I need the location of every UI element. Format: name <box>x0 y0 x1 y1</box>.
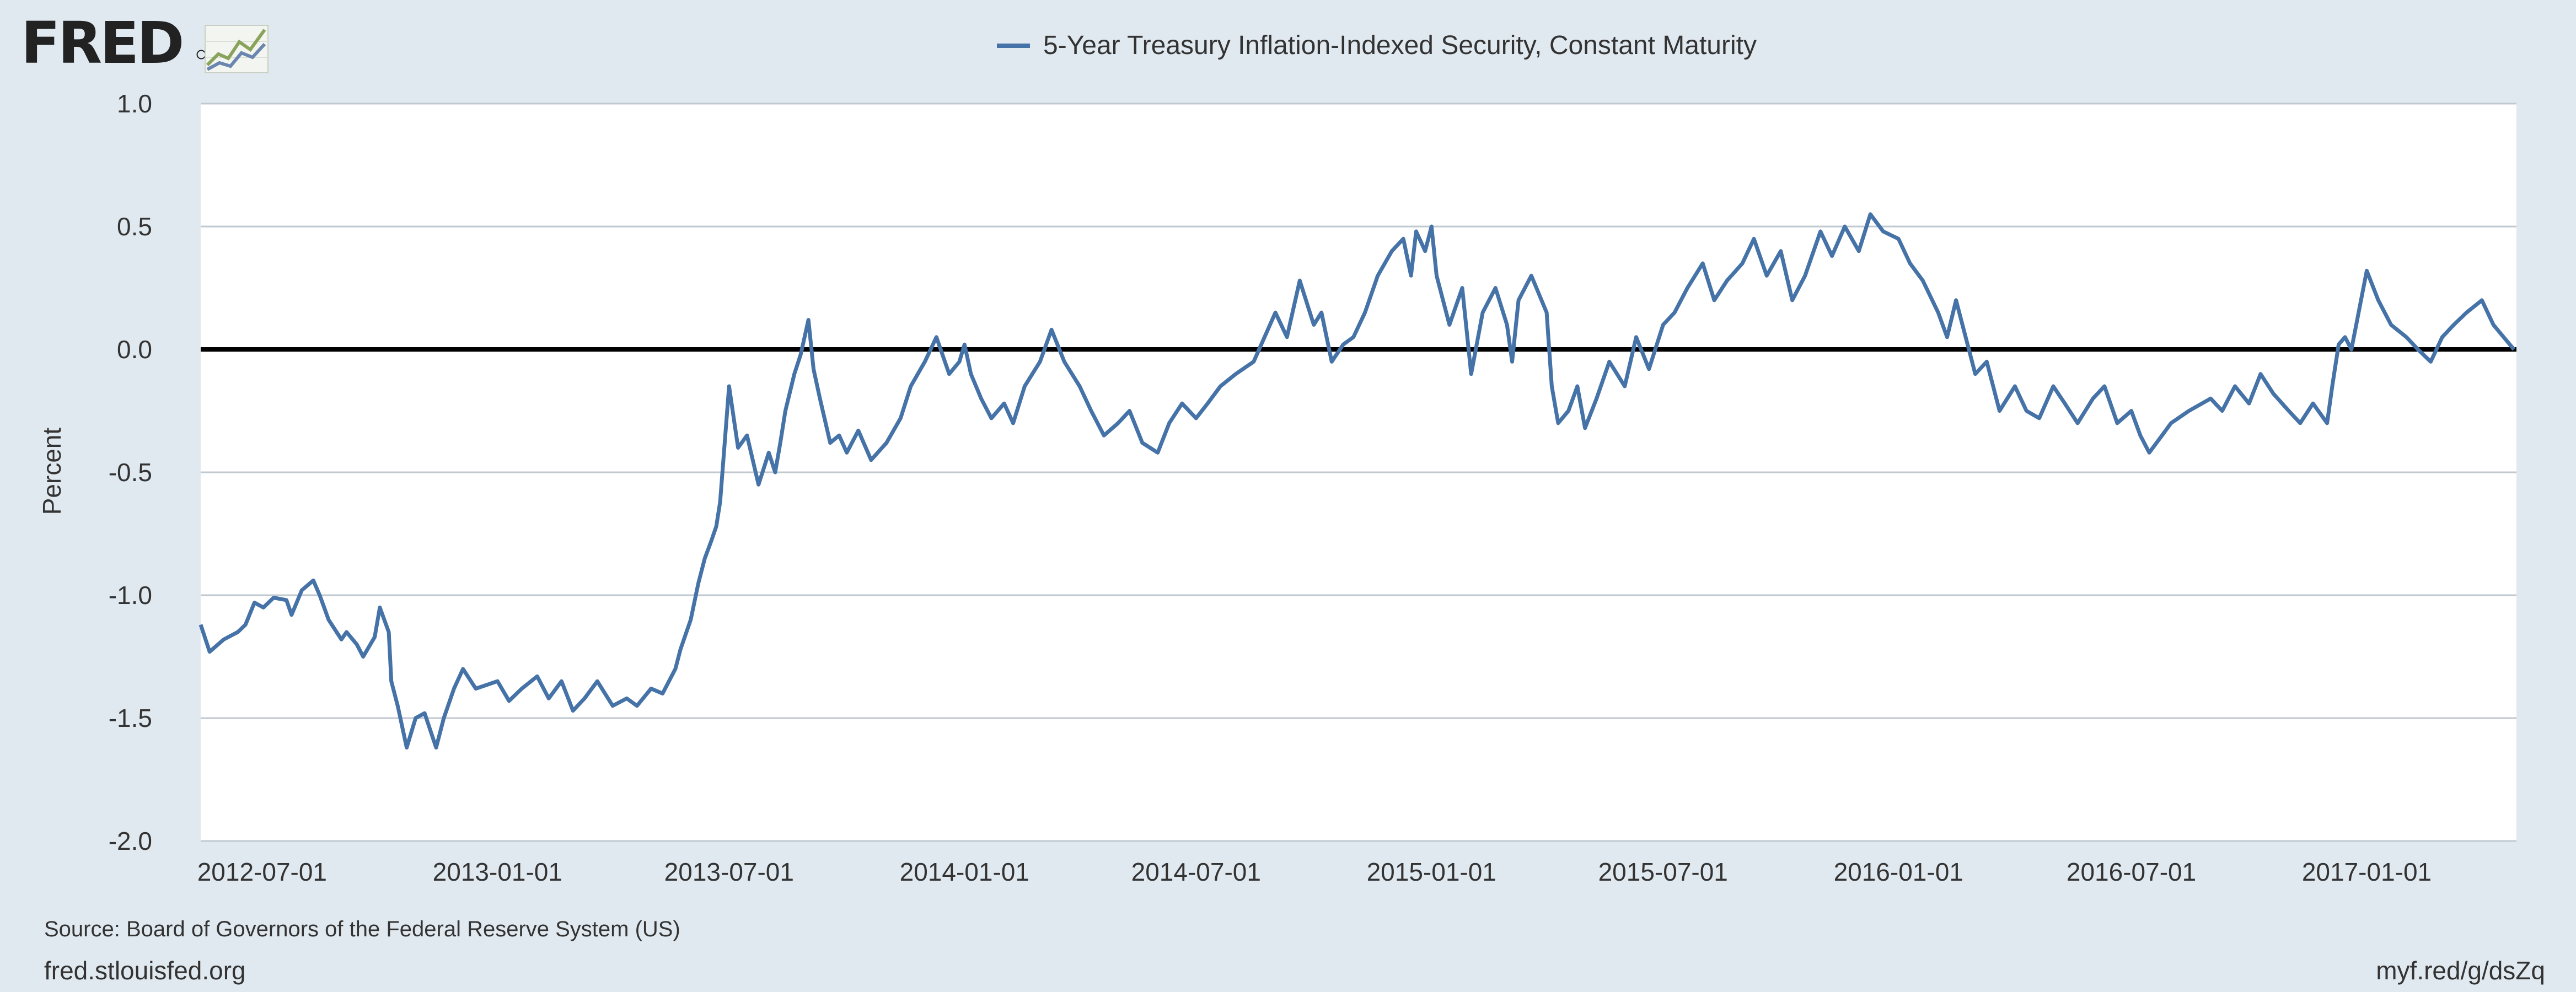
y-tick-label: -1.0 <box>109 581 152 610</box>
y-tick-label: -2.0 <box>109 827 152 855</box>
source-note: Source: Board of Governors of the Federa… <box>44 917 680 941</box>
fred-logo[interactable]: FRED <box>21 9 269 77</box>
chart-legend[interactable]: 5-Year Treasury Inflation-Indexed Securi… <box>0 28 2576 61</box>
y-tick-label: -1.5 <box>109 704 152 732</box>
x-tick-label: 2016-01-01 <box>1834 858 1963 886</box>
y-axis-ticks: 1.0 0.5 0.0 -0.5 -1.0 -1.5 -2.0 <box>109 89 152 855</box>
short-link[interactable]: myf.red/g/dsZq <box>2376 956 2545 985</box>
series-layer <box>198 212 2516 750</box>
x-tick-label: 2015-01-01 <box>1367 858 1496 886</box>
y-tick-label: 1.0 <box>117 89 152 118</box>
x-tick-label: 2013-07-01 <box>664 858 794 886</box>
y-axis-title: Percent <box>37 427 66 515</box>
y-tick-label: -0.5 <box>109 458 152 487</box>
x-axis-ticks: 2012-07-01 2013-01-01 2013-07-01 2014-01-01… <box>197 858 2432 886</box>
y-tick-label: 0.5 <box>117 212 152 241</box>
series-line <box>198 212 2516 750</box>
x-tick-label: 2016-07-01 <box>2067 858 2196 886</box>
fred-graph-icon <box>205 25 269 73</box>
x-tick-label: 2017-01-01 <box>2302 858 2432 886</box>
x-tick-label: 2013-01-01 <box>433 858 562 886</box>
y-tick-label: 0.0 <box>117 335 152 364</box>
legend-series-label: 5-Year Treasury Inflation-Indexed Securi… <box>1043 31 1757 60</box>
site-link[interactable]: fred.stlouisfed.org <box>44 956 246 985</box>
x-tick-label: 2014-07-01 <box>1131 858 1261 886</box>
legend-series-swatch <box>997 44 1030 48</box>
x-tick-label: 2015-07-01 <box>1598 858 1728 886</box>
x-tick-label: 2014-01-01 <box>900 858 1029 886</box>
logo-text: FRED <box>21 9 184 77</box>
x-tick-label: 2012-07-01 <box>197 858 327 886</box>
